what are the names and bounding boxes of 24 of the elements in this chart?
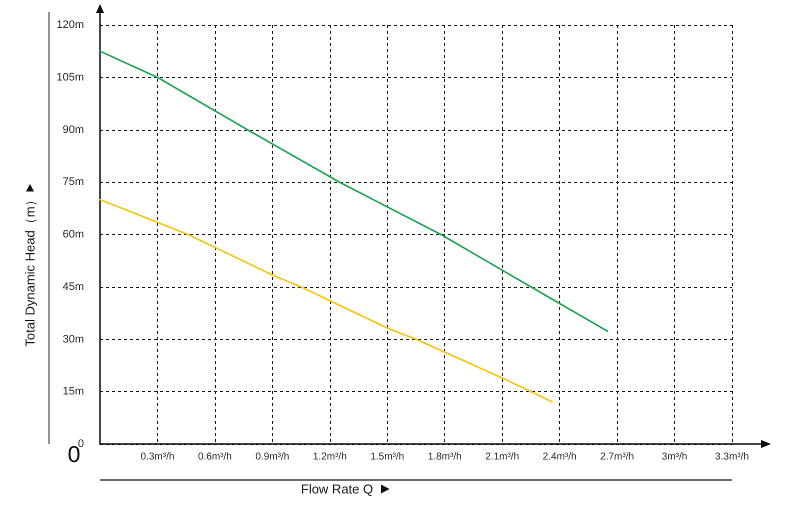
- y-tick-label: 105m: [56, 71, 84, 84]
- x-tick-label: 1.2m³/h: [312, 452, 347, 462]
- x-tick-label: 3.3m³/h: [715, 452, 749, 462]
- x-tick-label: 3m³/h: [662, 452, 688, 462]
- y-tick-label: 75m: [62, 176, 84, 188]
- x-tick-label: 1.5m³/h: [370, 452, 404, 462]
- y-axis-title: Total Dynamic Head（m）: [22, 193, 38, 347]
- y-tick-label: 45m: [62, 280, 84, 293]
- y-tick-label: 0: [78, 438, 84, 450]
- y-tick-label: 60m: [62, 228, 84, 240]
- y-tick-label: 15m: [62, 386, 84, 398]
- x-tick-label: 0.9m³/h: [255, 452, 290, 462]
- y-tick-label: 90m: [62, 124, 84, 136]
- line-series: [99, 198, 553, 403]
- x-axis-title: Flow Rate Q: [300, 482, 374, 496]
- x-tick-label: 2.7m³/h: [600, 452, 634, 462]
- x-tick-label: 2.1m³/h: [485, 452, 520, 462]
- x-tick-label: 2.4m³/h: [542, 452, 577, 462]
- x-tick-label: 0.3m³/h: [140, 452, 174, 462]
- y-tick-label: 30m: [62, 333, 84, 346]
- x-tick-label: 1.8m³/h: [428, 452, 462, 462]
- y-tick-label: 120m: [56, 19, 84, 31]
- x-tick-label: 0.6m³/h: [198, 452, 232, 462]
- line-series: [99, 50, 608, 332]
